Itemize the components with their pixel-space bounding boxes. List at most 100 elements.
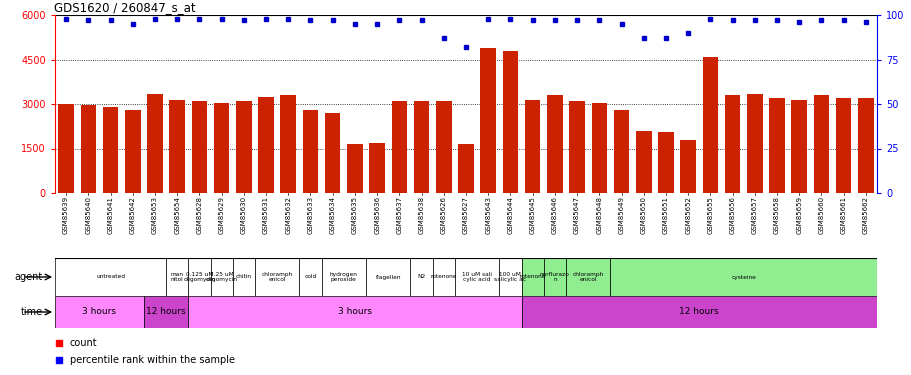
Bar	[432, 258, 455, 296]
Bar	[410, 258, 432, 296]
Text: GSM85659: GSM85659	[795, 196, 802, 234]
Text: 10 uM sali
cylic acid: 10 uM sali cylic acid	[462, 272, 492, 282]
Bar	[455, 258, 499, 296]
Text: GSM85655: GSM85655	[707, 196, 712, 234]
Text: GSM85651: GSM85651	[662, 196, 668, 234]
Bar	[724, 95, 740, 193]
Bar	[281, 95, 296, 193]
Text: GSM85635: GSM85635	[352, 196, 357, 234]
Text: man
nitol: man nitol	[170, 272, 183, 282]
Bar	[188, 258, 210, 296]
Bar	[480, 48, 496, 193]
Text: GSM85649: GSM85649	[618, 196, 624, 234]
Bar	[369, 142, 384, 193]
Text: GSM85642: GSM85642	[129, 196, 136, 234]
Bar	[521, 296, 876, 328]
Text: 3 hours: 3 hours	[338, 308, 372, 316]
Bar	[55, 258, 166, 296]
Text: GSM85634: GSM85634	[330, 196, 335, 234]
Text: GSM85631: GSM85631	[262, 196, 269, 234]
Text: GSM85644: GSM85644	[507, 196, 513, 234]
Text: GSM85637: GSM85637	[396, 196, 402, 234]
Text: flagellen: flagellen	[375, 274, 401, 279]
Bar	[835, 98, 851, 193]
Bar	[210, 258, 232, 296]
Bar	[258, 97, 273, 193]
Bar	[103, 107, 118, 193]
Text: GSM85639: GSM85639	[63, 196, 69, 234]
Text: GSM85629: GSM85629	[219, 196, 224, 234]
Bar	[236, 101, 251, 193]
Text: rotenone: rotenone	[430, 274, 456, 279]
Text: chitin: chitin	[236, 274, 251, 279]
Bar	[232, 258, 255, 296]
Bar	[566, 258, 609, 296]
Text: GSM85632: GSM85632	[285, 196, 291, 234]
Text: GSM85657: GSM85657	[751, 196, 757, 234]
Bar	[499, 258, 521, 296]
Bar	[125, 110, 140, 193]
Bar	[347, 144, 363, 193]
Text: untreated: untreated	[96, 274, 125, 279]
Bar	[768, 98, 784, 193]
Text: GSM85640: GSM85640	[86, 196, 91, 234]
Text: GSM85658: GSM85658	[773, 196, 779, 234]
Text: 100 uM
salicylic ac: 100 uM salicylic ac	[494, 272, 526, 282]
Bar	[169, 99, 185, 193]
Bar	[591, 102, 607, 193]
Text: GSM85638: GSM85638	[418, 196, 425, 234]
Bar	[255, 258, 299, 296]
Bar	[547, 95, 562, 193]
Bar	[58, 104, 74, 193]
Bar	[55, 296, 144, 328]
Bar	[635, 131, 650, 193]
Text: GSM85654: GSM85654	[174, 196, 180, 234]
Text: GSM85626: GSM85626	[440, 196, 446, 234]
Bar	[144, 296, 188, 328]
Text: GSM85627: GSM85627	[463, 196, 468, 234]
Text: GSM85647: GSM85647	[573, 196, 579, 234]
Bar	[613, 110, 629, 193]
Bar	[521, 258, 543, 296]
Bar	[147, 94, 162, 193]
Bar	[746, 94, 762, 193]
Text: GSM85636: GSM85636	[374, 196, 380, 234]
Text: 1.25 uM
oligomycin: 1.25 uM oligomycin	[205, 272, 238, 282]
Bar	[658, 132, 673, 193]
Text: GSM85643: GSM85643	[485, 196, 491, 234]
Text: GSM85652: GSM85652	[684, 196, 691, 234]
Text: GSM85660: GSM85660	[817, 196, 824, 234]
Text: N2: N2	[417, 274, 425, 279]
Text: GSM85628: GSM85628	[196, 196, 202, 234]
Bar	[324, 113, 340, 193]
Text: 12 hours: 12 hours	[146, 308, 186, 316]
Bar	[680, 140, 695, 193]
Text: chloramph
enicol: chloramph enicol	[572, 272, 603, 282]
Text: hydrogen
peroxide: hydrogen peroxide	[330, 272, 357, 282]
Bar	[191, 101, 207, 193]
Text: GSM85661: GSM85661	[840, 196, 845, 234]
Text: rotenone: rotenone	[519, 274, 546, 279]
Text: chloramph
enicol: chloramph enicol	[261, 272, 292, 282]
Text: GSM85641: GSM85641	[107, 196, 113, 234]
Bar	[609, 258, 876, 296]
Bar	[857, 98, 873, 193]
Bar	[213, 102, 230, 193]
Text: GSM85648: GSM85648	[596, 196, 601, 234]
Bar	[166, 258, 188, 296]
Bar	[414, 101, 429, 193]
Text: percentile rank within the sample: percentile rank within the sample	[70, 355, 234, 364]
Text: GSM85630: GSM85630	[241, 196, 247, 234]
Text: 12 hours: 12 hours	[679, 308, 718, 316]
Bar	[791, 99, 806, 193]
Bar	[457, 144, 473, 193]
Text: GSM85650: GSM85650	[640, 196, 646, 234]
Text: cold: cold	[304, 274, 316, 279]
Bar	[302, 110, 318, 193]
Text: 0.125 uM
oligomycin: 0.125 uM oligomycin	[183, 272, 215, 282]
Bar	[299, 258, 322, 296]
Text: GSM85633: GSM85633	[307, 196, 313, 234]
Text: GSM85653: GSM85653	[152, 196, 158, 234]
Bar	[188, 296, 521, 328]
Bar	[543, 258, 566, 296]
